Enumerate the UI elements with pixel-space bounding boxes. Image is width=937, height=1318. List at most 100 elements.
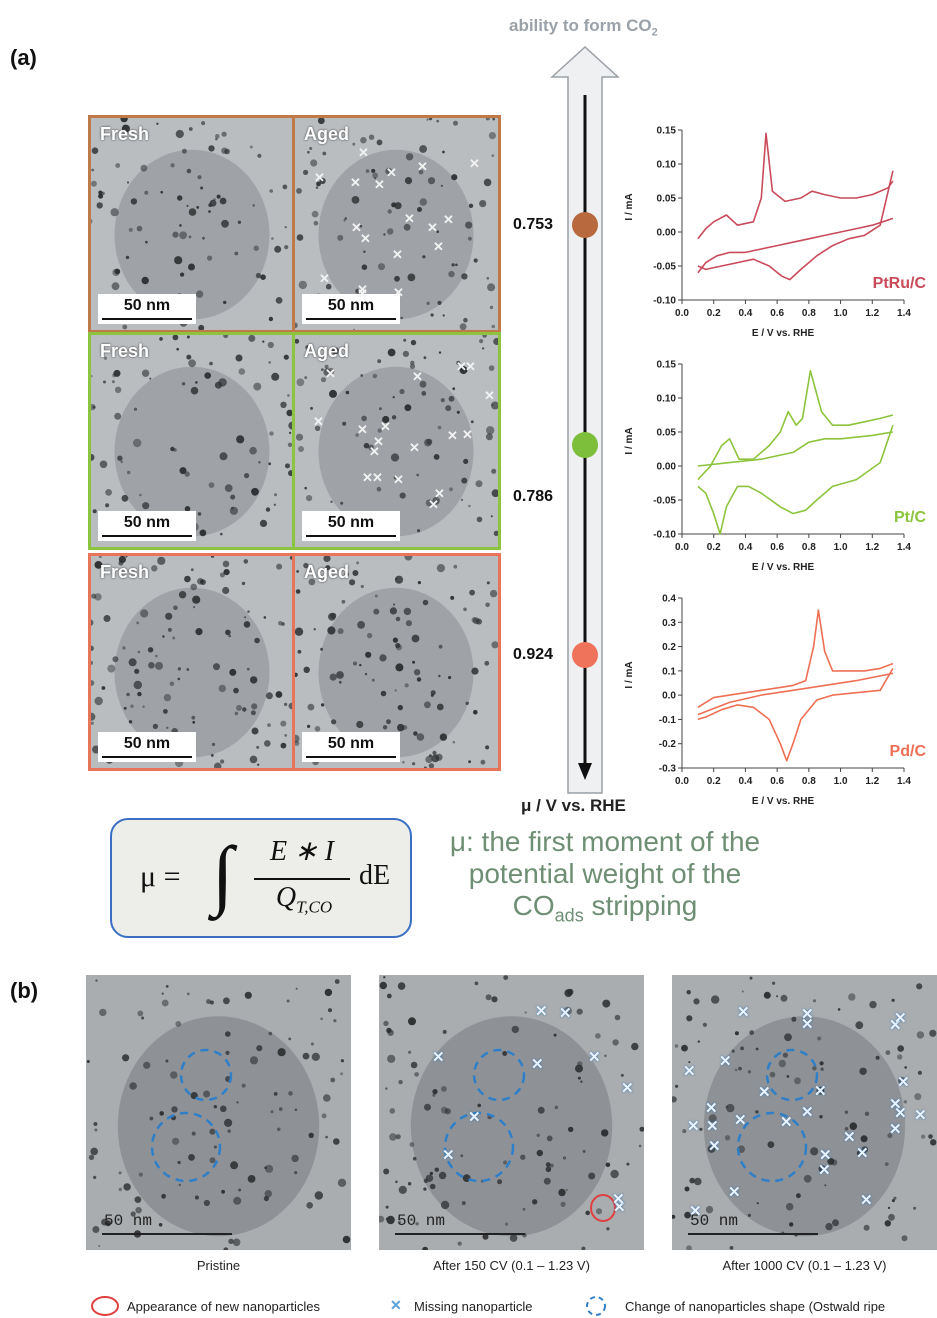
x-tick-label: 0.0 — [675, 308, 689, 319]
description-line-2: potential weight of the — [468, 858, 742, 889]
tem-image-label: Aged — [304, 124, 349, 144]
missing-nanoparticle-marker: ✕ — [357, 282, 368, 297]
mu-marker-dot — [572, 432, 598, 458]
y-tick-label: -0.2 — [659, 739, 677, 750]
missing-nanoparticle-marker: ✕ — [373, 434, 384, 449]
legend-new-nanoparticles: Appearance of new nanoparticles — [127, 1299, 320, 1314]
legend-shape-change: Change of nanoparticles shape (Ostwald r… — [625, 1299, 886, 1314]
x-tick-label: 0.2 — [707, 308, 721, 319]
x-tick-label: 0.4 — [738, 776, 752, 787]
scale-bar-line — [306, 756, 396, 758]
missing-nanoparticle-marker: ✕ — [456, 359, 467, 374]
cv-curve — [697, 370, 894, 481]
x-tick-label: 0.8 — [802, 308, 816, 319]
missing-nanoparticle-marker: ✕ — [914, 1107, 927, 1124]
row-divider — [292, 115, 295, 333]
scale-bar: 50 nm — [302, 732, 400, 762]
missing-nanoparticle-marker: ✕ — [780, 1114, 793, 1131]
x-tick-label: 1.4 — [897, 308, 911, 319]
formula-box: μ = ∫ E ∗ I QT,CO dE — [110, 818, 412, 938]
missing-nanoparticle-marker: ✕ — [801, 1006, 814, 1023]
description-line-1: μ: the first moment of the — [449, 826, 761, 857]
chart-title: Pt/C — [894, 509, 926, 526]
tem-image-label: Aged — [304, 562, 349, 582]
missing-nanoparticle-marker: ✕ — [535, 1003, 548, 1020]
missing-nanoparticle-marker: ✕ — [468, 1109, 481, 1126]
tem-image-aged: Aged 50 nm ✕ ✕ ✕ ✕ ✕ ✕ ✕ ✕ ✕ ✕ ✕ ✕ ✕ ✕ ✕ ✕ ✕ ✕ — [294, 335, 498, 547]
missing-nanoparticle-marker: ✕ — [447, 428, 458, 443]
missing-nanoparticle-marker: ✕ — [856, 1145, 869, 1162]
tem-image-fresh: Fresh 50 nm — [90, 335, 294, 547]
mu-value-label: 0.786 — [513, 488, 554, 505]
scale-bar: 50 nm — [98, 732, 196, 762]
panel-a-label: (a) — [10, 45, 37, 70]
scale-bar-line — [102, 1233, 232, 1235]
scale-bar-label: 50 nm — [397, 1212, 446, 1230]
tem-pristine: 50 nm — [86, 975, 351, 1250]
missing-nanoparticle-marker: ✕ — [442, 1147, 455, 1164]
x-axis-label: E / V vs. RHE — [752, 328, 815, 339]
x-tick-label: 0.0 — [675, 776, 689, 787]
scale-bar-line — [306, 318, 396, 320]
y-tick-label: 0.3 — [662, 618, 676, 629]
x-tick-label: 0.6 — [770, 776, 784, 787]
x-tick-label: 0.6 — [770, 542, 784, 553]
missing-nanoparticle-marker: ✕ — [357, 286, 368, 301]
missing-nanoparticle-marker: ✕ — [358, 145, 369, 160]
missing-nanoparticle-marker: ✕ — [428, 497, 439, 512]
missing-nanoparticle-marker: ✕ — [417, 159, 428, 174]
missing-nanoparticle-marker: ✕ — [386, 165, 397, 180]
missing-nanoparticle-marker: ✕ — [433, 239, 444, 254]
missing-nanoparticle-marker: ✕ — [372, 470, 383, 485]
scale-bar-label: 50 nm — [327, 297, 375, 314]
missing-nanoparticle-marker: ✕ — [737, 1004, 750, 1021]
missing-nanoparticle-marker: ✕ — [801, 1104, 814, 1121]
tem-image-label: Fresh — [100, 124, 150, 144]
blue-dashed-circle-icon — [586, 1296, 606, 1316]
mu-value-label: 0.924 — [513, 646, 554, 663]
mu-marker-dot — [572, 212, 598, 238]
tem-after-150cv: ✕ ✕ ✕ ✕ ✕ ✕ ✕ ✕ ✕ ✕ 50 nm — [379, 975, 644, 1250]
chart-title: Pd/C — [890, 743, 927, 760]
missing-nanoparticle-marker: ✕ — [814, 1083, 827, 1100]
x-tick-label: 0.0 — [675, 542, 689, 553]
missing-nanoparticle-marker: ✕ — [432, 1049, 445, 1066]
y-tick-label: 0.1 — [662, 666, 676, 677]
x-tick-label: 1.0 — [834, 308, 848, 319]
missing-nanoparticle-marker: ✕ — [313, 414, 324, 429]
missing-nanoparticle-marker: ✕ — [897, 1074, 910, 1091]
missing-nanoparticle-marker: ✕ — [758, 1084, 771, 1101]
y-tick-label: 0.15 — [657, 126, 677, 137]
x-tick-label: 1.2 — [865, 776, 879, 787]
x-tick-label: 0.6 — [770, 308, 784, 319]
scale-bar: 50 nm — [98, 294, 196, 324]
tem-image-label: Fresh — [100, 562, 150, 582]
missing-nanoparticle-marker: ✕ — [393, 472, 404, 487]
scale-bar-label: 50 nm — [123, 514, 171, 531]
missing-nanoparticle-marker: ✕ — [889, 1096, 902, 1113]
missing-nanoparticle-marker: ✕ — [469, 156, 480, 171]
missing-nanoparticle-marker: ✕ — [621, 1080, 634, 1097]
y-tick-label: 0.00 — [657, 228, 677, 239]
missing-nanoparticle-marker: ✕ — [889, 1121, 902, 1138]
tem-after-1000cv: ✕ ✕ ✕ ✕ ✕ ✕ ✕ ✕ ✕ ✕ ✕ ✕ ✕ ✕ ✕ ✕ ✕ ✕ ✕ ✕ ✕ ✕ ✕ ✕ ✕ ✕ ✕ ✕ 50 nm — [672, 975, 937, 1250]
scale-bar-line — [102, 318, 192, 320]
chart-title: PtRu/C — [873, 275, 927, 292]
missing-nanoparticle-marker: ✕ — [705, 1100, 718, 1117]
y-tick-label: 0.05 — [657, 428, 677, 439]
row-divider — [292, 332, 295, 550]
integral-sign: ∫ — [212, 830, 234, 917]
missing-nanoparticle-marker: ✕ — [819, 1147, 832, 1164]
x-axis-label: E / V vs. RHE — [752, 562, 815, 573]
missing-nanoparticle-marker: ✕ — [818, 1162, 831, 1179]
scale-bar-label: 50 nm — [327, 514, 375, 531]
missing-nanoparticle-marker: ✕ — [894, 1105, 907, 1122]
missing-nanoparticle-marker: ✕ — [484, 388, 495, 403]
missing-nanoparticle-marker: ✕ — [314, 170, 325, 185]
x-tick-label: 1.2 — [865, 308, 879, 319]
missing-nanoparticle-marker: ✕ — [374, 177, 385, 192]
missing-nanoparticle-marker: ✕ — [409, 440, 420, 455]
y-tick-label: 0.2 — [662, 642, 676, 653]
y-tick-label: -0.10 — [653, 296, 676, 307]
missing-nanoparticle-marker: ✕ — [687, 1118, 700, 1135]
